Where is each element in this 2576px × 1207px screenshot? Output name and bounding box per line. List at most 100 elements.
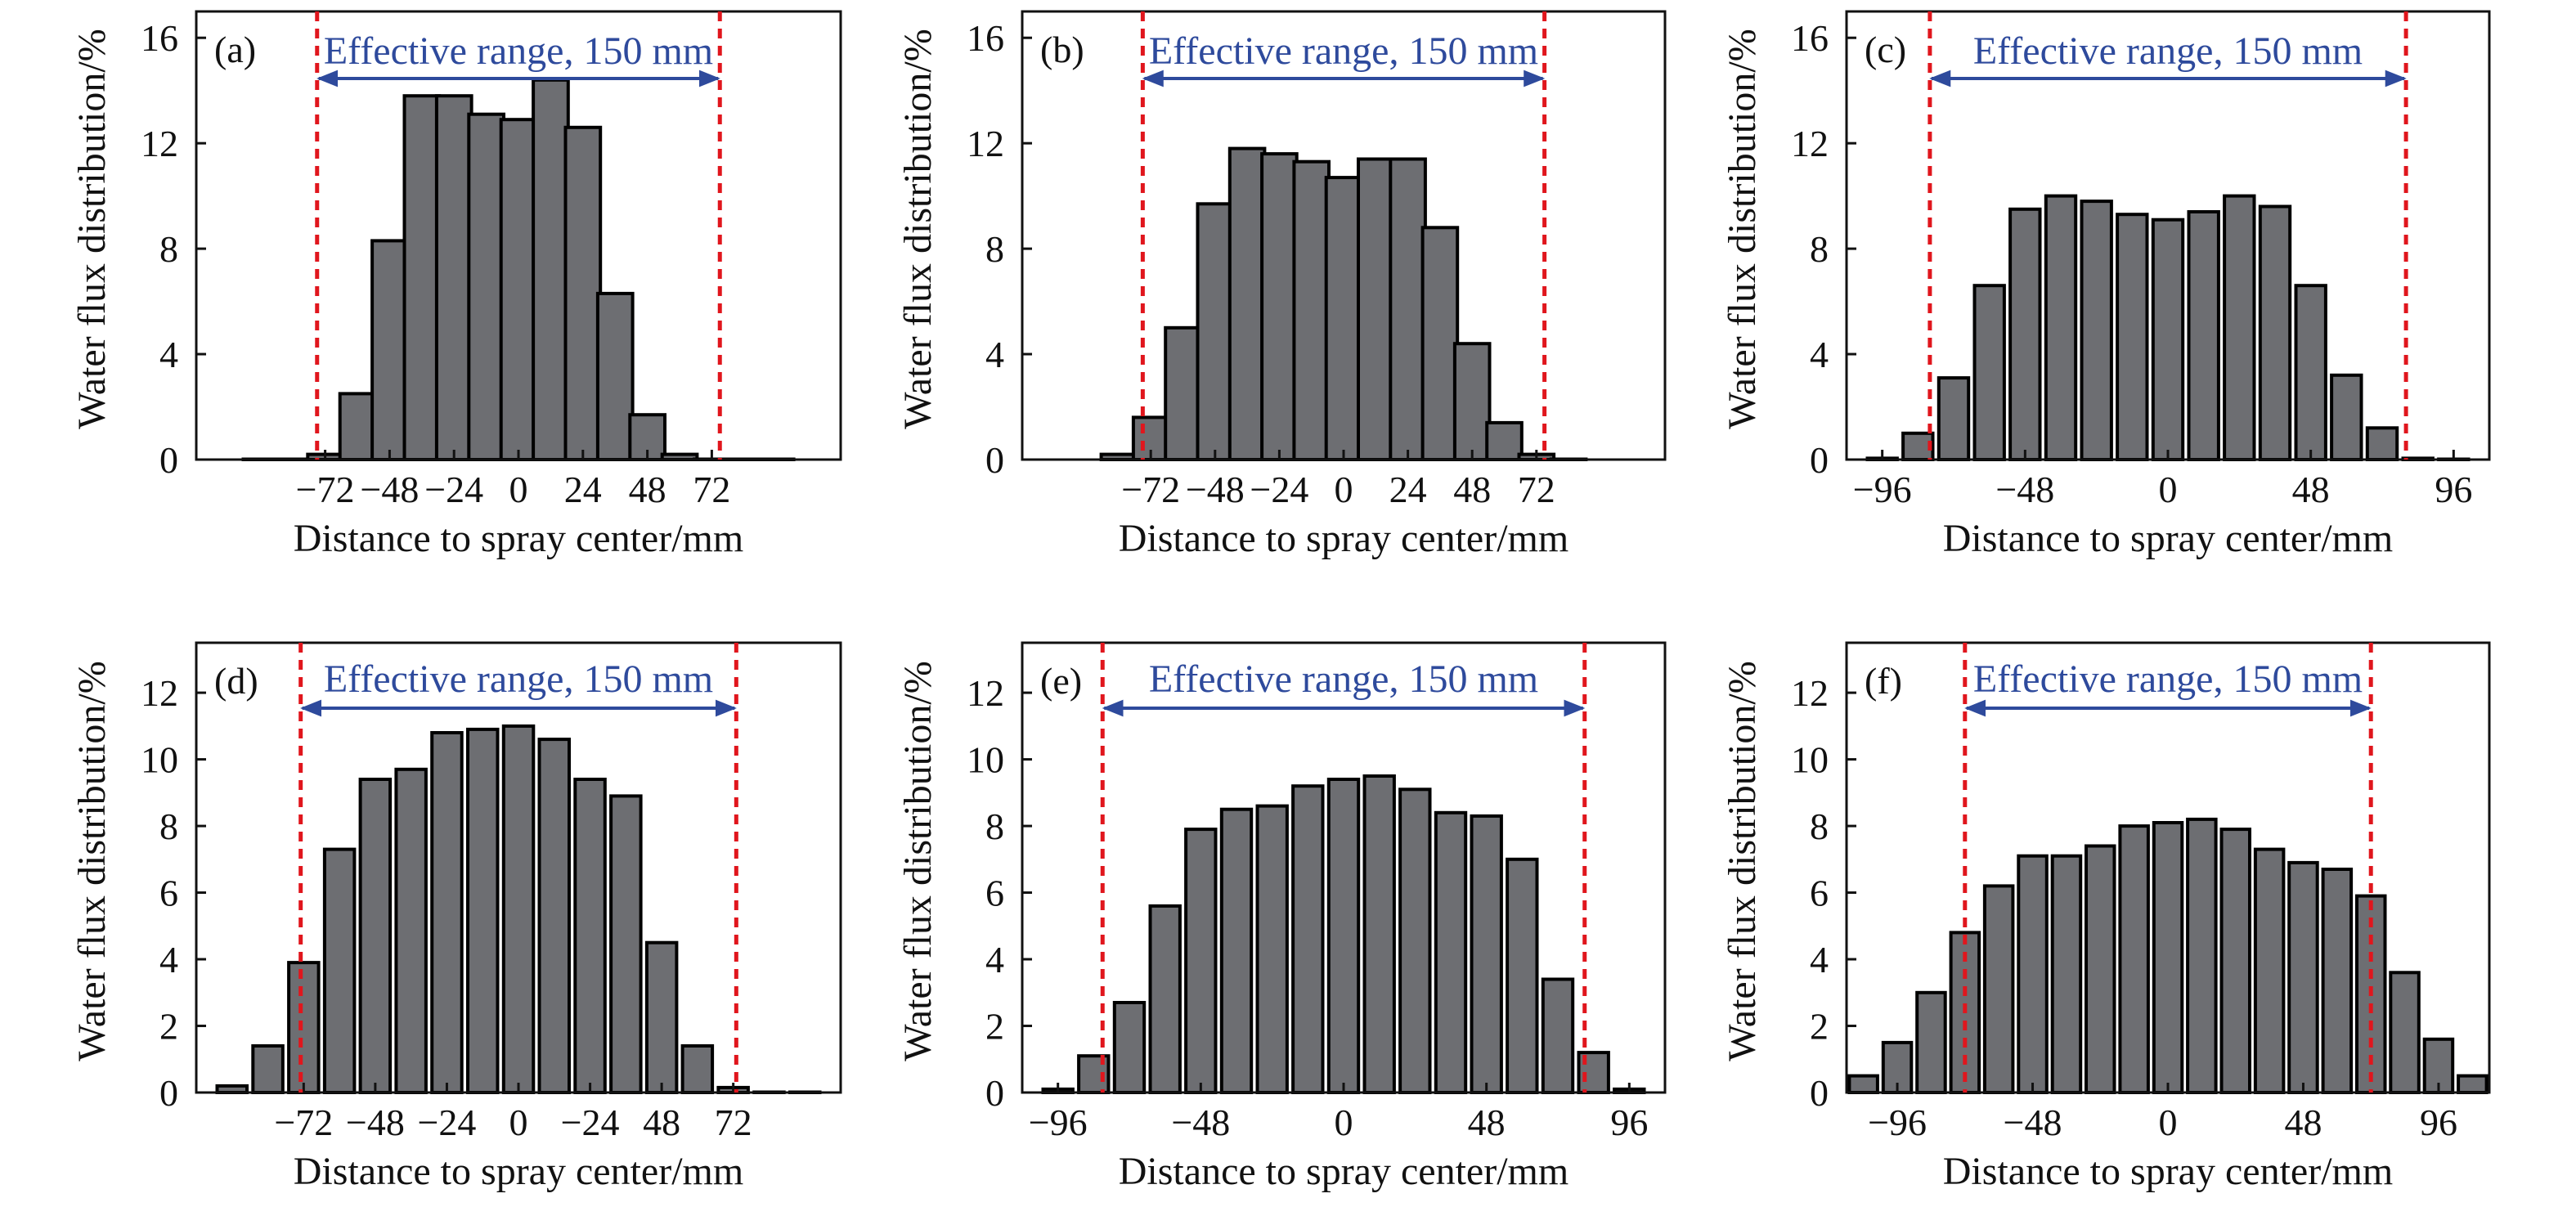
x-tick-label: 48 [643, 1102, 680, 1143]
bar [1470, 814, 1503, 1095]
bar [2187, 210, 2220, 461]
x-axis-label: Distance to spray center/mm [1943, 1150, 2393, 1193]
y-tick-label: 8 [1810, 805, 1829, 847]
bar [1901, 431, 1935, 461]
bar [1847, 1074, 1879, 1094]
y-axis-label: Water flux distribution/% [896, 29, 940, 429]
y-tick-label: 0 [985, 439, 1004, 481]
bar [358, 778, 393, 1094]
y-tick-label: 8 [159, 805, 178, 847]
bar [251, 1044, 285, 1094]
bar [2223, 194, 2256, 461]
range-label: Effective range, 150 mm [324, 657, 713, 701]
x-tick-label: −48 [2004, 1102, 2062, 1143]
bar [1434, 810, 1468, 1094]
panel-tag: (c) [1865, 29, 1906, 70]
y-tick-label: 6 [1810, 873, 1829, 914]
x-axis-label: Distance to spray center/mm [294, 517, 743, 560]
y-tick-label: 12 [141, 123, 178, 164]
x-tick-label: 48 [2292, 469, 2330, 510]
bar [1292, 159, 1331, 461]
bar [2044, 194, 2078, 461]
y-tick-label: 8 [985, 805, 1004, 847]
bar [2321, 868, 2354, 1094]
bar [1184, 828, 1218, 1094]
bar [1291, 784, 1325, 1094]
y-tick-label: 16 [967, 17, 1004, 59]
bar [2152, 821, 2184, 1094]
bar [1389, 157, 1427, 461]
bar [537, 738, 571, 1094]
bar [2008, 207, 2042, 462]
x-axis-label: Distance to spray center/mm [1119, 517, 1568, 560]
y-tick-label: 6 [985, 873, 1004, 914]
x-tick-label: 48 [1468, 1102, 1506, 1143]
x-tick-label: −48 [360, 469, 419, 510]
y-tick-label: 4 [1810, 939, 1829, 980]
panel-tag: (b) [1040, 29, 1084, 70]
bar [1506, 857, 1539, 1095]
bar [2050, 854, 2083, 1094]
y-tick-label: 2 [985, 1006, 1004, 1048]
range-label: Effective range, 150 mm [1973, 657, 2363, 701]
bar [2287, 860, 2319, 1095]
range-label: Effective range, 150 mm [1149, 657, 1538, 701]
x-tick-label: 96 [2435, 469, 2472, 510]
bar [2330, 373, 2363, 461]
bar [466, 727, 500, 1095]
panel-tag: (a) [214, 29, 256, 70]
bar [402, 94, 442, 461]
bar [1260, 152, 1299, 461]
bar [434, 94, 473, 461]
bar [2186, 817, 2218, 1095]
y-tick-label: 2 [159, 1006, 178, 1048]
x-tick-label: −24 [424, 469, 483, 510]
panel-e: −96 −48 0 48 96 0 2 4 6 8 10 12 Distance to spray ce… [896, 641, 1667, 1193]
y-tick-label: 12 [967, 672, 1004, 714]
y-tick-label: 16 [141, 17, 178, 59]
x-tick-label: −96 [1853, 469, 1912, 510]
bar [2389, 971, 2421, 1095]
x-axis-label: Distance to spray center/mm [1943, 517, 2393, 560]
x-tick-label: 96 [2420, 1102, 2457, 1143]
panel-f: −96 −48 0 48 96 0 2 4 6 8 10 12 Distance to spray ce… [1721, 641, 2491, 1193]
x-tick-label: 0 [509, 1102, 528, 1143]
bar [1881, 1040, 1914, 1095]
y-tick-label: 12 [141, 672, 178, 714]
x-tick-label: −96 [1029, 1102, 1088, 1143]
bar [1219, 807, 1254, 1094]
x-tick-label: 0 [2159, 469, 2178, 510]
y-tick-label: 10 [141, 739, 178, 781]
bar [1398, 787, 1432, 1094]
bar [2258, 204, 2292, 461]
y-tick-label: 4 [1810, 334, 1829, 375]
bar [394, 767, 428, 1094]
x-tick-label: −48 [1995, 469, 2054, 510]
x-tick-label: 48 [1453, 469, 1491, 510]
bar [595, 291, 635, 461]
bar [2457, 1074, 2488, 1094]
x-tick-label: 24 [1389, 469, 1427, 510]
x-tick-label: −24 [417, 1102, 476, 1143]
x-tick-label: −72 [1121, 469, 1180, 510]
y-tick-label: 6 [159, 873, 178, 914]
x-tick-label: −96 [1868, 1102, 1927, 1143]
bar [1255, 804, 1289, 1094]
y-axis-label: Water flux distribution/% [70, 661, 114, 1061]
bar [1452, 342, 1492, 462]
x-tick-label: −72 [274, 1102, 333, 1143]
bar [1915, 990, 1947, 1095]
y-tick-label: 8 [1810, 228, 1829, 270]
bar [1227, 146, 1267, 461]
y-tick-label: 8 [159, 228, 178, 270]
bar [322, 847, 357, 1094]
y-tick-label: 8 [985, 228, 1004, 270]
bar [501, 724, 536, 1095]
x-tick-label: 72 [1518, 469, 1555, 510]
bar [370, 239, 409, 461]
x-tick-label: −48 [346, 1102, 405, 1143]
bar [1420, 226, 1460, 461]
y-tick-label: 0 [1810, 1072, 1829, 1114]
